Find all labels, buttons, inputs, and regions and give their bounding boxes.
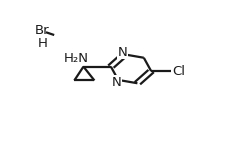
Text: H: H: [37, 37, 47, 50]
Text: N: N: [118, 46, 128, 59]
Text: Cl: Cl: [172, 65, 185, 78]
Text: N: N: [111, 76, 121, 89]
Text: H₂N: H₂N: [64, 52, 89, 65]
Text: Br: Br: [35, 24, 50, 37]
